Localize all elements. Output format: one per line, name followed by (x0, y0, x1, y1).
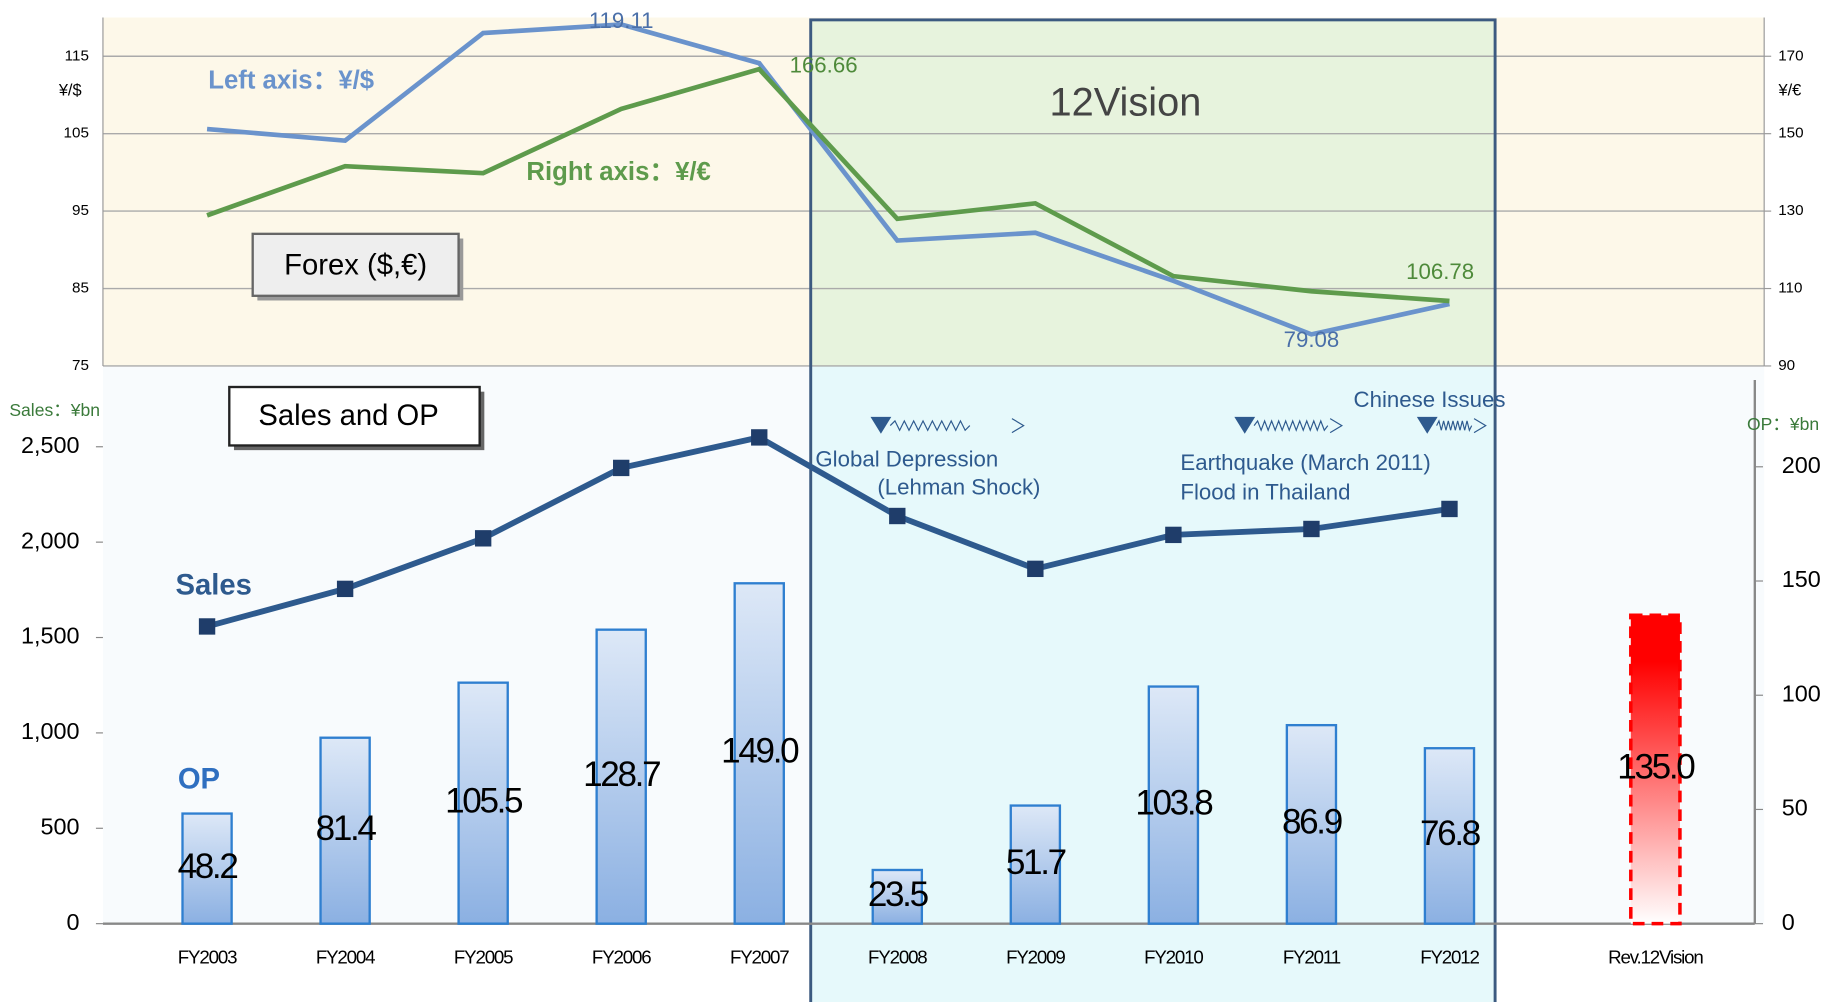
y-tick-label: 1,500 (21, 623, 80, 649)
y-tick-label: 105 (64, 125, 89, 142)
data-label: 51.7 (1006, 843, 1066, 882)
x-tick-label: FY2007 (730, 947, 789, 968)
bar (1629, 613, 1682, 926)
x-tick-label: FY2010 (1144, 947, 1203, 968)
data-label: 76.8 (1420, 814, 1480, 853)
data-label: 119.11 (589, 8, 654, 33)
bar (595, 628, 647, 925)
sales-marker (1303, 520, 1320, 538)
y2-tick-label: 170 (1778, 47, 1803, 64)
sales-box: Sales and OP (228, 385, 485, 451)
bar (1423, 747, 1476, 925)
y2-tick-label: 100 (1782, 680, 1821, 706)
y2-axis-label: OP：¥bn (1747, 414, 1819, 434)
x-tick-label: FY2005 (454, 947, 513, 968)
y2-tick-label: 150 (1782, 566, 1821, 592)
data-label: 166.66 (790, 53, 858, 78)
vision-top (810, 19, 1496, 366)
bar (319, 736, 371, 925)
sales-line (206, 434, 1450, 630)
y2-tick-label: 200 (1782, 452, 1821, 478)
y-tick-label: 500 (41, 813, 80, 839)
y-axis-label: Sales：¥bn (9, 400, 100, 420)
vision-frame (809, 18, 1497, 1002)
sales-marker (751, 429, 768, 446)
bar (1147, 685, 1200, 925)
y-tick-label: 1,000 (21, 718, 80, 744)
annotation: Earthquake (March 2011) (1180, 450, 1430, 475)
data-label: 149.0 (721, 732, 799, 771)
data-label: 23.5 (868, 875, 929, 914)
data-label: 135.0 (1617, 748, 1695, 787)
series-line (206, 66, 1450, 304)
x-tick-label: FY2003 (178, 947, 237, 968)
sales-marker (1027, 560, 1044, 578)
sales-title: Sales and OP (258, 400, 438, 432)
y-tick-label: 0 (67, 909, 80, 935)
sales-marker (889, 507, 906, 525)
y2-axis-label: ¥/€ (1778, 82, 1802, 100)
data-label: 48.2 (178, 847, 238, 886)
x-tick-label: FY2011 (1283, 947, 1341, 968)
sales-marker (613, 459, 630, 477)
x-tick-label: FY2009 (1006, 947, 1065, 968)
series-label: Sales (175, 570, 251, 602)
y-tick-label: 2,500 (21, 432, 80, 458)
annotation: Flood in Thailand (1180, 479, 1350, 504)
data-label: 106.78 (1406, 259, 1474, 284)
data-label: 105.5 (445, 781, 523, 820)
y-tick-label: 115 (65, 47, 89, 64)
bar (1285, 723, 1338, 925)
bar (457, 681, 509, 925)
event-arrows (870, 416, 1487, 434)
y-tick-label: 2,000 (21, 527, 80, 553)
y2-tick-label: 130 (1778, 202, 1803, 219)
x-tick-label: Rev.12Vision (1608, 947, 1703, 968)
x-tick-label: FY2008 (868, 947, 927, 968)
sales-marker (1165, 526, 1182, 544)
series-line (206, 22, 1450, 337)
forex-title: Forex ($,€) (284, 249, 427, 281)
sales-marker (336, 580, 354, 598)
sales-marker (1441, 500, 1458, 518)
y-axis-label: ¥/$ (58, 82, 82, 100)
series-label: Left axis：¥/$ (208, 67, 374, 95)
bar (1009, 804, 1062, 925)
y-tick-label: 85 (72, 280, 89, 297)
data-label: 79.08 (1284, 327, 1340, 352)
annotation: Chinese Issues (1354, 387, 1506, 412)
data-label: 86.9 (1282, 803, 1342, 842)
data-label: 128.7 (583, 755, 660, 794)
bar (181, 812, 233, 925)
x-tick-label: FY2006 (592, 947, 651, 968)
series-label: OP (178, 764, 220, 796)
y2-tick-label: 150 (1778, 125, 1803, 142)
y-tick-label: 75 (72, 357, 89, 374)
bar (733, 582, 785, 925)
bar (871, 868, 924, 925)
y2-tick-label: 110 (1778, 280, 1802, 297)
sales-marker (474, 530, 492, 547)
annotation: 12Vision (1050, 81, 1202, 125)
x-tick-label: FY2012 (1420, 947, 1479, 968)
x-tick-label: FY2004 (316, 947, 375, 968)
y2-tick-label: 0 (1782, 909, 1795, 935)
y2-tick-label: 90 (1778, 357, 1795, 374)
y-tick-label: 95 (72, 202, 89, 219)
data-label: 103.8 (1135, 783, 1212, 822)
series-label: Right axis：¥/€ (526, 158, 710, 186)
annotation: Global Depression (815, 447, 998, 472)
data-label: 81.4 (316, 809, 377, 848)
sales-marker (198, 618, 216, 635)
forex-box: Forex ($,€) (251, 232, 464, 301)
y2-tick-label: 50 (1782, 795, 1808, 821)
annotation: (Lehman Shock) (877, 475, 1040, 500)
